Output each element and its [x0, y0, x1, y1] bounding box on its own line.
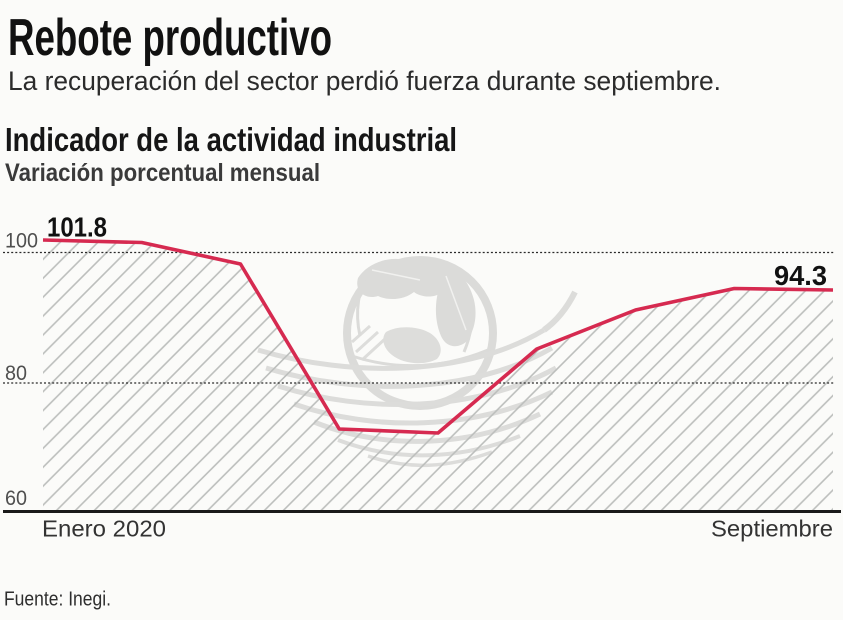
svg-text:La recuperación del sector per: La recuperación del sector perdió fuerza… — [8, 66, 721, 96]
svg-text:Septiembre: Septiembre — [711, 516, 833, 542]
svg-text:60: 60 — [5, 486, 27, 510]
svg-text:101.8: 101.8 — [47, 212, 107, 243]
svg-text:80: 80 — [5, 361, 27, 385]
svg-text:Fuente: Inegi.: Fuente: Inegi. — [4, 588, 111, 611]
svg-text:Rebote productivo: Rebote productivo — [8, 9, 332, 67]
svg-text:94.3: 94.3 — [774, 260, 827, 291]
svg-text:Enero 2020: Enero 2020 — [42, 516, 166, 542]
svg-text:100: 100 — [5, 229, 38, 253]
svg-text:Variación porcentual mensual: Variación porcentual mensual — [5, 159, 320, 187]
svg-text:Indicador de la actividad indu: Indicador de la actividad industrial — [5, 121, 457, 158]
